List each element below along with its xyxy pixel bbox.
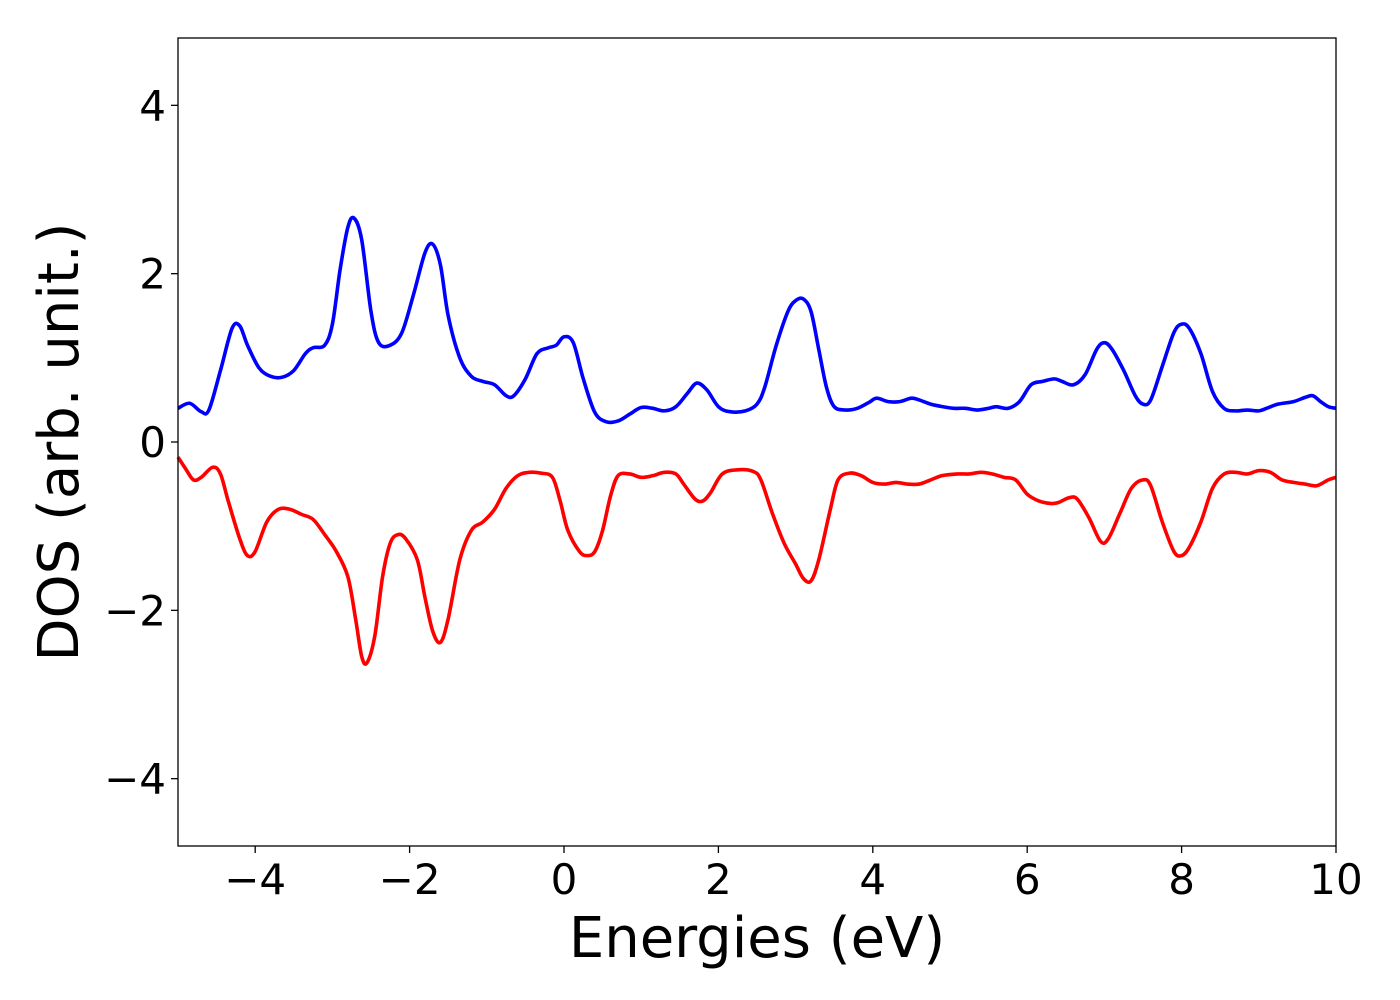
dos-curve-red <box>176 456 1337 666</box>
y-axis-title: DOS (arb. unit.) <box>27 222 92 661</box>
x-tick-label: 8 <box>1168 855 1195 904</box>
x-tick-label: 10 <box>1309 855 1362 904</box>
x-tick-label: 0 <box>551 855 578 904</box>
x-tick-label: −4 <box>224 855 286 904</box>
x-axis-title: Energies (eV) <box>569 906 945 971</box>
y-axis-ticks: −4 −2 0 2 4 <box>104 81 178 804</box>
x-tick-label: 2 <box>705 855 732 904</box>
y-tick-label: −4 <box>104 755 166 804</box>
y-tick-label: −2 <box>104 586 166 635</box>
x-tick-label: 4 <box>859 855 886 904</box>
x-axis-ticks: −4 −2 0 2 4 6 8 10 <box>224 846 1363 904</box>
y-tick-label: 0 <box>139 418 166 467</box>
series-layer <box>176 215 1337 666</box>
y-tick-label: 4 <box>139 81 166 130</box>
plot-background <box>178 38 1336 846</box>
y-tick-label: 2 <box>139 250 166 299</box>
x-tick-label: −2 <box>379 855 441 904</box>
x-tick-label: 6 <box>1014 855 1041 904</box>
dos-curve-blue <box>177 215 1337 425</box>
